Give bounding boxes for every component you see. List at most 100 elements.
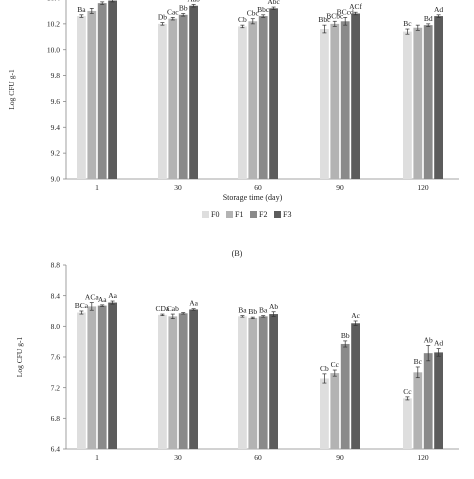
legend-label: F2: [259, 210, 267, 219]
data-label: Ad: [434, 339, 443, 348]
bar: [108, 0, 117, 180]
y-axis-title: Log CFU g-1: [15, 337, 24, 378]
bar: [87, 306, 97, 449]
data-label: Ab: [269, 302, 278, 311]
y-tick-label: 6.8: [51, 414, 61, 423]
data-label: ACf: [349, 2, 362, 11]
bar: [413, 372, 423, 449]
bar: [320, 378, 329, 449]
data-label: Db: [158, 13, 167, 22]
data-label: BCbc: [326, 11, 344, 20]
data-label: Bbc: [318, 15, 331, 24]
y-tick-label: 7.2: [51, 383, 61, 392]
x-tick-label: 1: [95, 453, 99, 462]
data-label: Ba: [259, 306, 268, 315]
data-label: Abc: [267, 0, 280, 6]
legend-swatch: [250, 211, 257, 218]
x-axis-title: Storage time (day): [223, 193, 283, 202]
bar: [87, 10, 97, 179]
data-label: BCa: [75, 301, 89, 310]
x-tick-label: 60: [254, 183, 262, 192]
bar: [413, 27, 423, 179]
bar: [178, 313, 188, 449]
bar: [108, 302, 117, 449]
y-tick-label: 10.4: [47, 0, 60, 3]
y-tick-label: 9.8: [51, 71, 61, 80]
data-label: Bbc: [257, 5, 270, 14]
data-label: Bb: [248, 307, 257, 316]
bar: [269, 314, 278, 449]
x-tick-label: 30: [174, 183, 182, 192]
panel-label: (B): [232, 249, 243, 258]
bar: [248, 317, 258, 449]
bar: [189, 5, 198, 180]
bar: [340, 21, 350, 180]
x-tick-label: 60: [254, 453, 262, 462]
bar: [178, 14, 188, 179]
y-axis-title: Log CFU g-1: [7, 69, 16, 110]
bar: [434, 16, 443, 179]
data-label: BCcd: [337, 7, 354, 16]
bar: [77, 16, 86, 179]
y-tick-label: 8.4: [51, 291, 61, 300]
bar: [351, 13, 360, 180]
data-label: Cc: [331, 360, 340, 369]
y-tick-label: 10.0: [47, 45, 60, 54]
y-tick-label: 9.6: [51, 97, 61, 106]
bar: [351, 323, 360, 449]
bar: [238, 26, 247, 180]
bar: [403, 398, 412, 449]
bar: [238, 316, 247, 449]
data-label: Bb: [341, 331, 350, 340]
bar: [269, 8, 278, 179]
bar: [97, 3, 107, 179]
data-label: Cab: [167, 304, 179, 313]
data-label: Ac: [351, 311, 360, 320]
bar: [434, 352, 443, 449]
data-label: Bd: [424, 14, 433, 23]
bar: [258, 16, 268, 179]
data-label: Ab: [424, 336, 433, 345]
bar: [158, 23, 167, 179]
bar: [168, 18, 178, 179]
data-label: Bc: [403, 19, 412, 28]
data-label: Ad: [434, 5, 443, 14]
bar: [320, 29, 329, 180]
data-label: Ba: [77, 5, 86, 14]
x-tick-label: 90: [336, 453, 344, 462]
data-label: Ba: [238, 306, 247, 315]
y-tick-label: 7.6: [51, 353, 61, 362]
x-tick-label: 120: [417, 183, 429, 192]
bar: [423, 353, 433, 449]
legend-label: F0: [211, 210, 219, 219]
bar: [158, 314, 167, 449]
y-tick-label: 8.0: [51, 322, 61, 331]
data-label: Cc: [403, 387, 412, 396]
bar: [189, 309, 198, 449]
legend-label: F3: [283, 210, 291, 219]
x-tick-label: 1: [95, 183, 99, 192]
bar: [340, 343, 350, 449]
data-label: Bb: [179, 4, 188, 13]
bar: [423, 25, 433, 180]
bar: [330, 373, 340, 449]
data-label: Cac: [167, 7, 179, 16]
bar: [330, 23, 340, 179]
data-label: CDa: [156, 304, 170, 313]
bar: [77, 312, 86, 449]
legend-label: F1: [235, 210, 243, 219]
y-tick-label: 8.8: [51, 261, 61, 270]
y-tick-label: 9.0: [51, 175, 61, 184]
x-tick-label: 90: [336, 183, 344, 192]
data-label: ACa: [85, 293, 99, 302]
y-tick-label: 9.2: [51, 149, 61, 158]
legend-swatch: [202, 211, 209, 218]
data-label: Aa: [98, 295, 107, 304]
bar: [97, 305, 107, 449]
bar: [168, 316, 178, 449]
bar: [248, 21, 258, 180]
data-label: Cb: [320, 364, 329, 373]
legend-swatch: [226, 211, 233, 218]
